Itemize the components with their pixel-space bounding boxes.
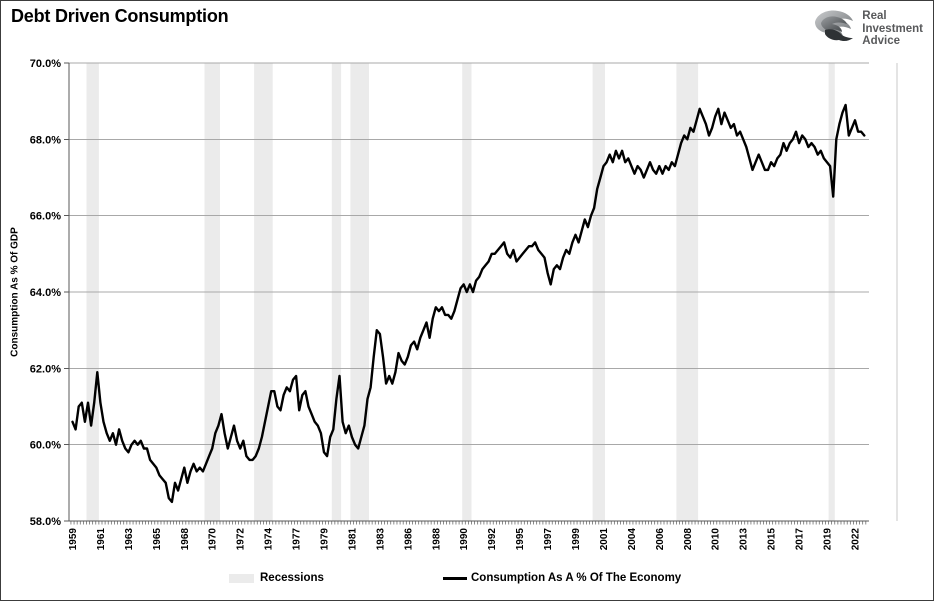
x-tick-label: 1963 [124, 528, 135, 551]
y-tick-label: 68.0% [30, 134, 61, 146]
x-tick-label: 1995 [515, 528, 526, 551]
x-tick-label: 2017 [795, 528, 806, 551]
consumption-series-line [71, 103, 866, 504]
x-tick-label: 1972 [236, 528, 247, 551]
y-tick-label: 70.0% [30, 58, 61, 70]
legend-item-consumption: Consumption As A % Of The Economy [443, 571, 681, 585]
legend-label: Consumption As A % Of The Economy [471, 572, 682, 584]
y-tick-label: 66.0% [30, 211, 61, 223]
brand-logo-line: Advice [862, 35, 900, 48]
page-title: Debt Driven Consumption [11, 6, 229, 26]
y-tick-label: 62.0% [30, 363, 61, 375]
x-tick-label: 1986 [403, 528, 414, 551]
ria-eagle-logo-icon [815, 10, 854, 42]
x-tick-label: 1961 [96, 528, 107, 551]
legend-item-recessions: Recessions [229, 571, 324, 585]
brand-logo: Real Investment Advice [811, 8, 923, 50]
x-tick-label: 1965 [152, 528, 163, 551]
x-tick-label: 1959 [68, 528, 79, 551]
x-tick-label: 2006 [655, 528, 666, 551]
x-tick-label: 1970 [208, 528, 219, 551]
brand-logo-line: Investment [862, 22, 923, 35]
x-tick-label: 1981 [347, 528, 358, 551]
x-tick-label: 1997 [543, 528, 554, 551]
legend-label: Recessions [260, 572, 324, 584]
x-tick-label: 1990 [459, 528, 470, 551]
x-tick-label: 2022 [851, 528, 862, 551]
x-tick-label: 2019 [823, 528, 834, 551]
x-tick-label: 2010 [711, 528, 722, 551]
y-tick-label: 64.0% [30, 287, 61, 299]
x-tick-label: 2015 [767, 528, 778, 551]
brand-logo-text: Real Investment Advice [862, 10, 923, 48]
y-tick-label: 60.0% [30, 440, 61, 452]
x-tick-label: 2008 [683, 528, 694, 551]
x-tick-label: 1974 [264, 528, 275, 551]
line-series-swatch [443, 576, 467, 580]
x-tick-label: 1983 [375, 528, 386, 551]
y-tick-label: 58.0% [30, 516, 61, 528]
x-tick-label: 1977 [292, 528, 303, 551]
x-tick-label: 1979 [320, 528, 331, 551]
x-tick-label: 2004 [627, 528, 638, 551]
x-tick-label: 2013 [739, 528, 750, 551]
x-tick-label: 2001 [599, 528, 610, 551]
recession-band-swatch [229, 573, 254, 583]
x-tick-label: 1968 [180, 528, 191, 551]
x-tick-label: 1992 [487, 528, 498, 551]
brand-logo-line: Real [862, 10, 887, 23]
x-tick-label: 1988 [431, 528, 442, 551]
x-tick-label: 1999 [571, 528, 582, 551]
